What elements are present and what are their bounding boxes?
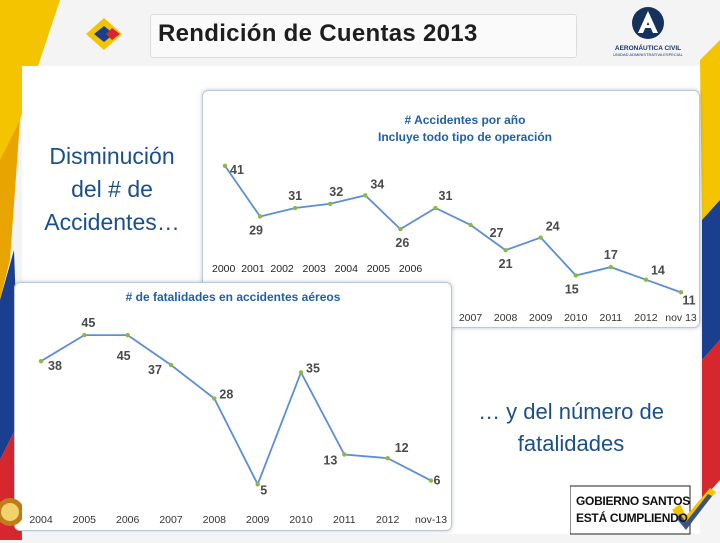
- c2-tick-label: 2009: [246, 514, 270, 526]
- flag-logo: [86, 18, 122, 50]
- c2-data-label: 45: [81, 316, 95, 330]
- c1-tick-label: 2009: [529, 312, 553, 324]
- c1-point: [328, 201, 333, 207]
- gobierno-logo: GOBIERNO SANTOS ESTÁ CUMPLIENDO: [569, 484, 720, 538]
- c2-point: [212, 396, 217, 401]
- chart2-title: # de fatalidades en accidentes aéreos: [126, 290, 341, 304]
- c2-tick-label: 2010: [289, 514, 313, 526]
- fatalities-chart: # de fatalidades en accidentes aéreos 38…: [29, 290, 447, 526]
- c2-point: [298, 370, 304, 375]
- c2-data-label: 6: [434, 474, 441, 488]
- c2-data-label: 5: [260, 483, 267, 497]
- c1-tick-label: 2011: [600, 312, 623, 324]
- c2-point: [38, 359, 44, 364]
- c2-data-label: 13: [323, 454, 337, 468]
- chart1-subtitle: Incluye todo tipo de operación: [378, 130, 552, 144]
- c1-data-label: 31: [288, 189, 302, 203]
- c1-point: [643, 277, 649, 282]
- c1-point: [608, 264, 614, 270]
- c1-data-label: 26: [395, 236, 409, 250]
- c2-data-label: 35: [306, 361, 320, 375]
- c1-data-label: 29: [249, 223, 263, 237]
- c1-point: [538, 235, 543, 240]
- c1-point: [678, 290, 684, 295]
- c1-data-label: 31: [439, 189, 453, 203]
- overlay-year-labels: 2000 2001 2002 2003 2004 2005 2006: [212, 263, 423, 275]
- c1-tick-label: 2012: [634, 312, 658, 324]
- c2-series-line: [40, 334, 432, 487]
- c1-point: [222, 163, 228, 169]
- c2-tick-label: 2007: [159, 514, 183, 526]
- c1-data-label: 41: [230, 163, 244, 177]
- c2-tick-label: 2012: [376, 514, 400, 526]
- c1-point: [433, 205, 438, 211]
- c2-point: [82, 332, 87, 338]
- accidents-chart: # Accidentes por año Incluye todo tipo d…: [222, 113, 697, 324]
- c1-tick-label: 2010: [564, 312, 588, 324]
- c1-point: [292, 205, 298, 211]
- gobierno-line1: GOBIERNO SANTOS: [576, 494, 690, 508]
- c1-data-label: 17: [604, 248, 618, 262]
- c2-data-label: 28: [219, 388, 233, 402]
- c2-tick-label: 2008: [203, 514, 227, 526]
- seal-icon: [0, 498, 22, 526]
- aeronautica-emblem-icon: [632, 7, 664, 39]
- fatalities-chart-panel: # de fatalidades en accidentes aéreos 38…: [14, 282, 452, 531]
- c1-point: [398, 226, 403, 232]
- c1-point: [573, 273, 578, 278]
- c1-series-line: [224, 165, 682, 294]
- gobierno-line2: ESTÁ CUMPLIENDO: [576, 511, 688, 525]
- chart1-title: # Accidentes por año: [405, 113, 526, 127]
- c1-tick-label: 2007: [459, 312, 483, 324]
- c2-data-label: 37: [148, 363, 162, 377]
- c1-data-label: 21: [499, 257, 513, 271]
- c2-data-label: 38: [48, 359, 62, 373]
- c2-point: [342, 452, 347, 457]
- c1-data-label: 15: [565, 282, 579, 296]
- c2-point: [125, 332, 130, 338]
- gobierno-logo-graphic: [569, 485, 716, 535]
- c2-tick-label: 2011: [333, 514, 356, 526]
- c1-data-label: 27: [490, 226, 504, 240]
- c2-point: [428, 478, 434, 483]
- header-bar: [150, 14, 577, 58]
- c1-point: [257, 214, 263, 219]
- c1-data-label: 34: [370, 177, 384, 191]
- c2-tick-label: 2005: [73, 514, 97, 526]
- fatalities-caption: … y del número de fatalidades: [478, 399, 664, 456]
- c1-data-label: 11: [682, 293, 695, 307]
- c2-data-label: 45: [117, 349, 131, 363]
- accidents-caption: Disminución del # de Accidentes…: [44, 143, 180, 235]
- c2-point: [255, 482, 260, 487]
- aeronautica-logo: AERONÁUTICA CIVIL UNIDAD ADMINISTRATIVA …: [600, 6, 696, 57]
- c2-tick-label: 2004: [29, 514, 53, 526]
- c1-data-label: 14: [651, 264, 665, 278]
- page-title: Rendición de Cuentas 2013: [158, 20, 478, 47]
- c2-point: [385, 456, 390, 461]
- c2-point: [168, 362, 174, 368]
- c2-tick-label: 2006: [116, 514, 140, 526]
- c1-point: [468, 222, 473, 228]
- c2-data-label: 12: [395, 441, 409, 455]
- c1-point: [363, 193, 368, 198]
- c1-point: [503, 247, 508, 253]
- logo-line2: UNIDAD ADMINISTRATIVA ESPECIAL: [613, 52, 683, 57]
- c2-tick-label: nov-13: [415, 514, 447, 526]
- c1-tick-label: nov 13: [665, 312, 697, 324]
- c1-data-label: 24: [546, 220, 560, 234]
- logo-line1: AERONÁUTICA CIVIL: [614, 45, 682, 52]
- c1-data-label: 32: [329, 185, 343, 199]
- c1-tick-label: 2008: [494, 312, 518, 324]
